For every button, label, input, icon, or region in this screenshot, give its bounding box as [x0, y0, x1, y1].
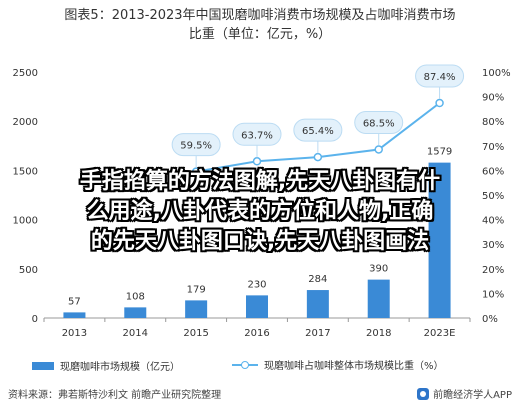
y-left-tick-label-3: 1500 [13, 166, 38, 177]
bar-1 [124, 307, 147, 318]
line-callout-5 [354, 110, 404, 134]
y-right-tick-label-8: 80% [482, 117, 504, 128]
y-right-tick-label-0: 0% [482, 314, 498, 325]
legend-bar-swatch [32, 361, 54, 370]
legend-line-swatch [232, 360, 258, 370]
line-label-4: 65.4% [302, 126, 334, 137]
chart-title-line1: 图表5：2013-2023年中国现磨咖啡消费市场规模及占咖啡消费市场 [64, 8, 456, 23]
brand-logo-icon [417, 387, 430, 400]
y-right-tick-label-9: 90% [482, 93, 504, 104]
x-tick-label-6: 2023E [424, 328, 456, 339]
x-tick-label-0: 2013 [62, 328, 87, 339]
footer: 资料来源：弗若斯特沙利文 前瞻产业研究院整理 前瞻经济学人APP [8, 386, 512, 406]
x-tick-label-4: 2017 [305, 328, 330, 339]
overlay-line-2: 么用途,八卦代表的方位和人物,正确 [86, 199, 434, 224]
bar-label-2: 179 [187, 284, 206, 295]
x-tick-label-2: 2015 [183, 328, 208, 339]
bar-4 [306, 290, 329, 318]
y-left-tick-label-4: 2000 [13, 117, 38, 128]
line-label-6: 87.4% [424, 72, 456, 83]
bar-label-6: 1579 [427, 147, 452, 158]
brand-logo-text: 前瞻经济学人APP [433, 390, 512, 401]
legend-item-line: 现磨咖啡占咖啡整体市场规模比重（%） [232, 357, 444, 372]
brand-logo: 前瞻经济学人APP [417, 386, 512, 401]
x-tick-label-5: 2018 [366, 328, 391, 339]
legend-line-label: 现磨咖啡占咖啡整体市场规模比重（%） [264, 361, 444, 372]
y-right-tick-label-3: 30% [482, 240, 504, 251]
y-left-tick-label-2: 1000 [13, 216, 38, 227]
bar-3 [246, 295, 268, 318]
bar-label-4: 284 [308, 274, 327, 285]
bar-0 [63, 312, 86, 318]
y-right-tick-label-1: 10% [482, 289, 504, 300]
line-label-3: 63.7% [241, 130, 273, 141]
line-point-5 [374, 145, 383, 154]
y-right-tick-label-5: 50% [482, 191, 504, 202]
overlay-line-3: 的先天八卦图口诀,先天八卦图画法 [90, 229, 430, 254]
combo-chart: 0 500 1000 1500 2000 2500 0% 10% 20% 30% 40% 50% 60%… [13, 64, 511, 339]
overlay-line-1: 手指掐算的方法图解,先天八卦图有什 [79, 169, 441, 194]
bar-label-0: 57 [68, 296, 81, 307]
bar-5 [367, 279, 390, 318]
chart-title: 图表5：2013-2023年中国现磨咖啡消费市场规模及占咖啡消费市场 比重（单位… [0, 6, 520, 44]
y-right-tick-label-10: 100% [482, 68, 511, 79]
y-left-tick-label-5: 2500 [13, 68, 38, 79]
legend-item-bar: 现磨咖啡市场规模（亿元） [32, 358, 180, 373]
line-label-2: 59.5% [180, 141, 212, 152]
bar-2 [185, 300, 208, 318]
y-right-tick-label-4: 40% [482, 216, 504, 227]
bar-label-5: 390 [369, 264, 388, 275]
line-label-5: 68.5% [363, 118, 395, 129]
line-point-6 [435, 98, 444, 108]
y-right-tick-label-6: 60% [482, 166, 504, 177]
line-point-2 [191, 167, 201, 176]
chart-title-line2: 比重（单位：亿元，%） [188, 27, 332, 42]
line-point-4 [313, 152, 323, 162]
bar-6 [428, 162, 451, 318]
y-left-tick-label-0: 0 [32, 314, 38, 325]
x-tick-label-3: 2016 [244, 328, 269, 339]
y-right-tick-label-7: 70% [482, 142, 504, 153]
y-left-tick-label-1: 500 [19, 265, 38, 276]
y-right-tick-label-2: 20% [482, 265, 504, 276]
legend-bar-label: 现磨咖啡市场规模（亿元） [60, 362, 180, 373]
line-point-3 [252, 157, 262, 166]
bar-label-3: 230 [247, 279, 266, 290]
bar-label-1: 108 [126, 291, 145, 302]
x-tick-label-1: 2014 [123, 328, 148, 339]
overlay-caption: 手指掐算的方法图解,先天八卦图有什 么用途,八卦代表的方位和人物,正确 的先天八… [0, 167, 520, 257]
source-note: 资料来源：弗若斯特沙利文 前瞻产业研究院整理 [8, 390, 222, 401]
